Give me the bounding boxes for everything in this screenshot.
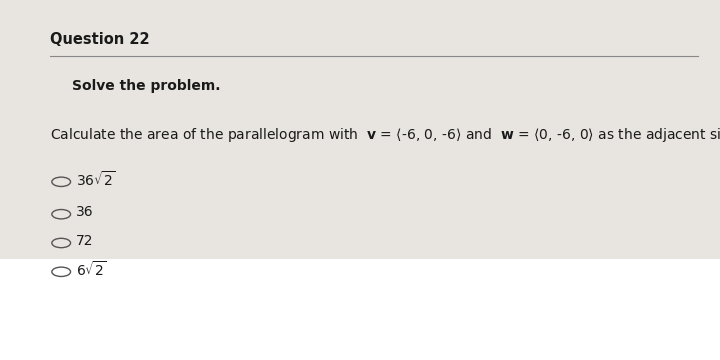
- Text: Solve the problem.: Solve the problem.: [72, 79, 220, 93]
- Text: 6$\sqrt{2}$: 6$\sqrt{2}$: [76, 261, 107, 279]
- Text: Question 22: Question 22: [50, 32, 150, 48]
- Text: 36$\sqrt{2}$: 36$\sqrt{2}$: [76, 171, 115, 189]
- Text: 72: 72: [76, 234, 93, 248]
- Text: 36: 36: [76, 206, 93, 219]
- Text: Calculate the area of the parallelogram with  $\mathbf{v}$ = ⟨-6, 0, -6⟩ and  $\: Calculate the area of the parallelogram …: [50, 126, 720, 144]
